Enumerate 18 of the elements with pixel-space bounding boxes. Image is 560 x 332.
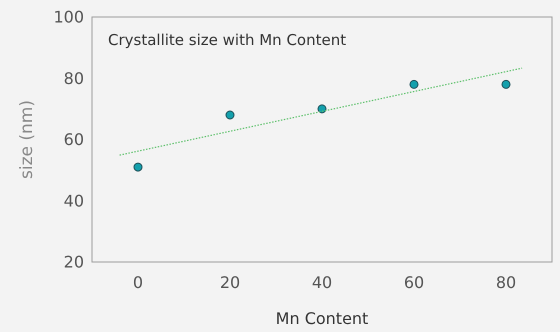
y-tick-label: 40 — [64, 191, 84, 210]
y-tick-label: 20 — [64, 252, 84, 272]
point — [318, 104, 326, 114]
x-tick-label: 80 — [496, 273, 516, 292]
point — [410, 80, 418, 89]
y-tick-label: 100 — [53, 8, 84, 27]
x-tick-label: 0 — [132, 273, 144, 292]
x-tick-label: 20 — [220, 273, 240, 292]
y-tick-label: 60 — [64, 130, 84, 150]
y-tick-label: 80 — [64, 68, 84, 88]
point — [226, 110, 234, 120]
x-tick-label: 60 — [404, 273, 424, 292]
x-tick-label: 40 — [312, 273, 332, 292]
point — [502, 80, 510, 89]
x-axis-title: Mn Content — [276, 309, 368, 328]
y-axis-title: size (nm) — [17, 100, 37, 179]
point — [134, 162, 142, 172]
text: Crystallite size with Mn Content — [108, 31, 346, 49]
